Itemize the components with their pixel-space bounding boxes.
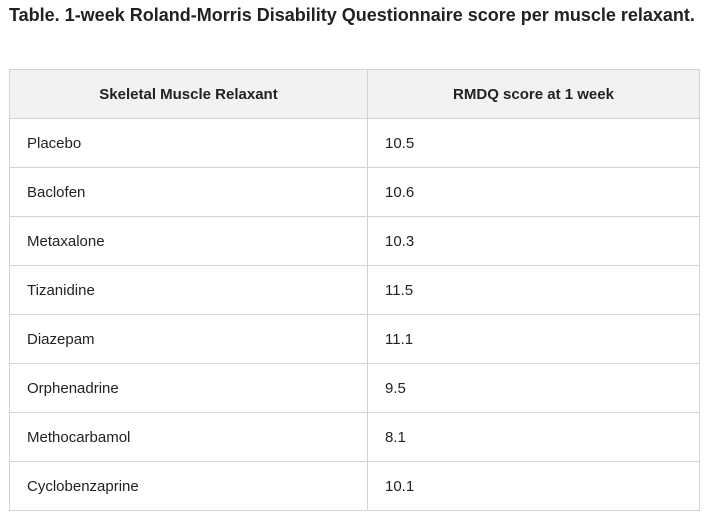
- column-header-rmdq-score: RMDQ score at 1 week: [367, 69, 700, 119]
- score-cell: 10.6: [367, 167, 700, 217]
- table-row: Methocarbamol 8.1: [9, 412, 700, 462]
- relaxant-cell: Metaxalone: [9, 216, 368, 266]
- score-cell: 11.5: [367, 265, 700, 315]
- rmdq-table: Skeletal Muscle Relaxant RMDQ score at 1…: [9, 69, 700, 511]
- relaxant-cell: Diazepam: [9, 314, 368, 364]
- score-cell: 11.1: [367, 314, 700, 364]
- table-header: Skeletal Muscle Relaxant RMDQ score at 1…: [9, 69, 700, 119]
- relaxant-cell: Baclofen: [9, 167, 368, 217]
- table-row: Orphenadrine 9.5: [9, 363, 700, 413]
- relaxant-cell: Methocarbamol: [9, 412, 368, 462]
- table-row: Baclofen 10.6: [9, 167, 700, 217]
- relaxant-cell: Cyclobenzaprine: [9, 461, 368, 511]
- table-row: Placebo 10.5: [9, 118, 700, 168]
- relaxant-cell: Orphenadrine: [9, 363, 368, 413]
- score-cell: 10.5: [367, 118, 700, 168]
- relaxant-cell: Tizanidine: [9, 265, 368, 315]
- table-row: Metaxalone 10.3: [9, 216, 700, 266]
- score-cell: 10.1: [367, 461, 700, 511]
- header-row: Skeletal Muscle Relaxant RMDQ score at 1…: [9, 69, 700, 119]
- score-cell: 10.3: [367, 216, 700, 266]
- table-row: Tizanidine 11.5: [9, 265, 700, 315]
- table-title: Table. 1-week Roland-Morris Disability Q…: [9, 5, 695, 25]
- table-row: Diazepam 11.1: [9, 314, 700, 364]
- relaxant-cell: Placebo: [9, 118, 368, 168]
- score-cell: 9.5: [367, 363, 700, 413]
- column-header-relaxant: Skeletal Muscle Relaxant: [9, 69, 368, 119]
- table-row: Cyclobenzaprine 10.1: [9, 461, 700, 511]
- table-body: Placebo 10.5 Baclofen 10.6 Metaxalone 10…: [9, 118, 700, 511]
- score-cell: 8.1: [367, 412, 700, 462]
